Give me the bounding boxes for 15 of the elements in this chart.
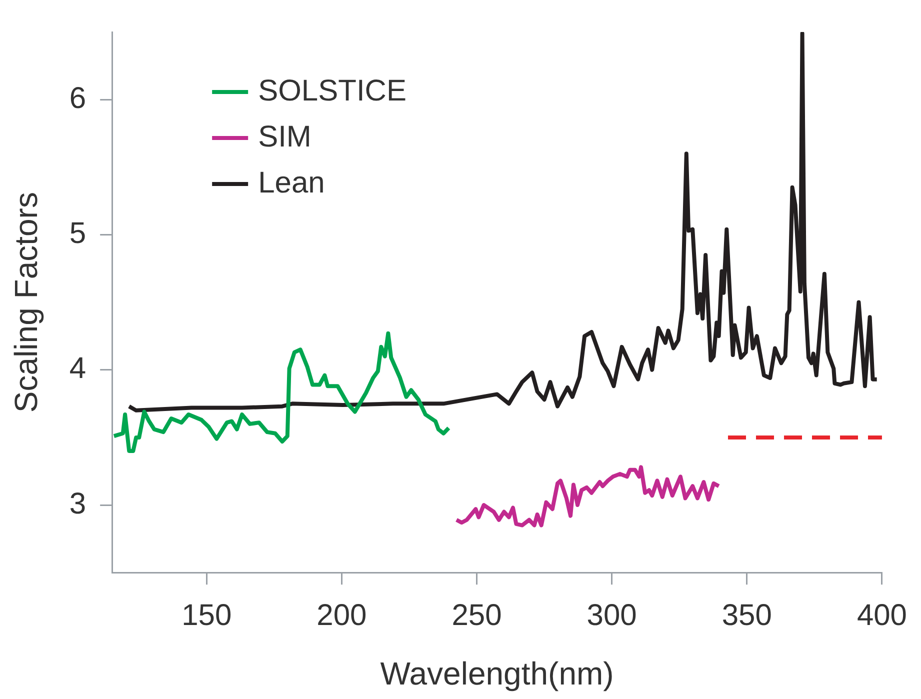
y-tick-label: 3 <box>69 487 86 520</box>
y-tick-label: 5 <box>69 216 86 250</box>
x-tick-label: 150 <box>182 598 232 632</box>
legend-label: SIM <box>258 120 312 154</box>
y-tick-label: 4 <box>69 352 86 386</box>
x-tick-label: 350 <box>722 598 772 632</box>
x-tick-label: 400 <box>856 598 908 632</box>
y-tick-label: 6 <box>69 82 86 115</box>
legend-label: SOLSTICE <box>258 74 406 108</box>
x-tick-label: 200 <box>316 598 367 632</box>
y-axis-title: Scaling Factors <box>8 192 44 413</box>
x-tick-label: 250 <box>452 598 502 632</box>
x-axis-title: Wavelength(nm) <box>380 656 614 692</box>
x-tick-label: 300 <box>586 598 637 632</box>
legend-label: Lean <box>258 166 325 200</box>
